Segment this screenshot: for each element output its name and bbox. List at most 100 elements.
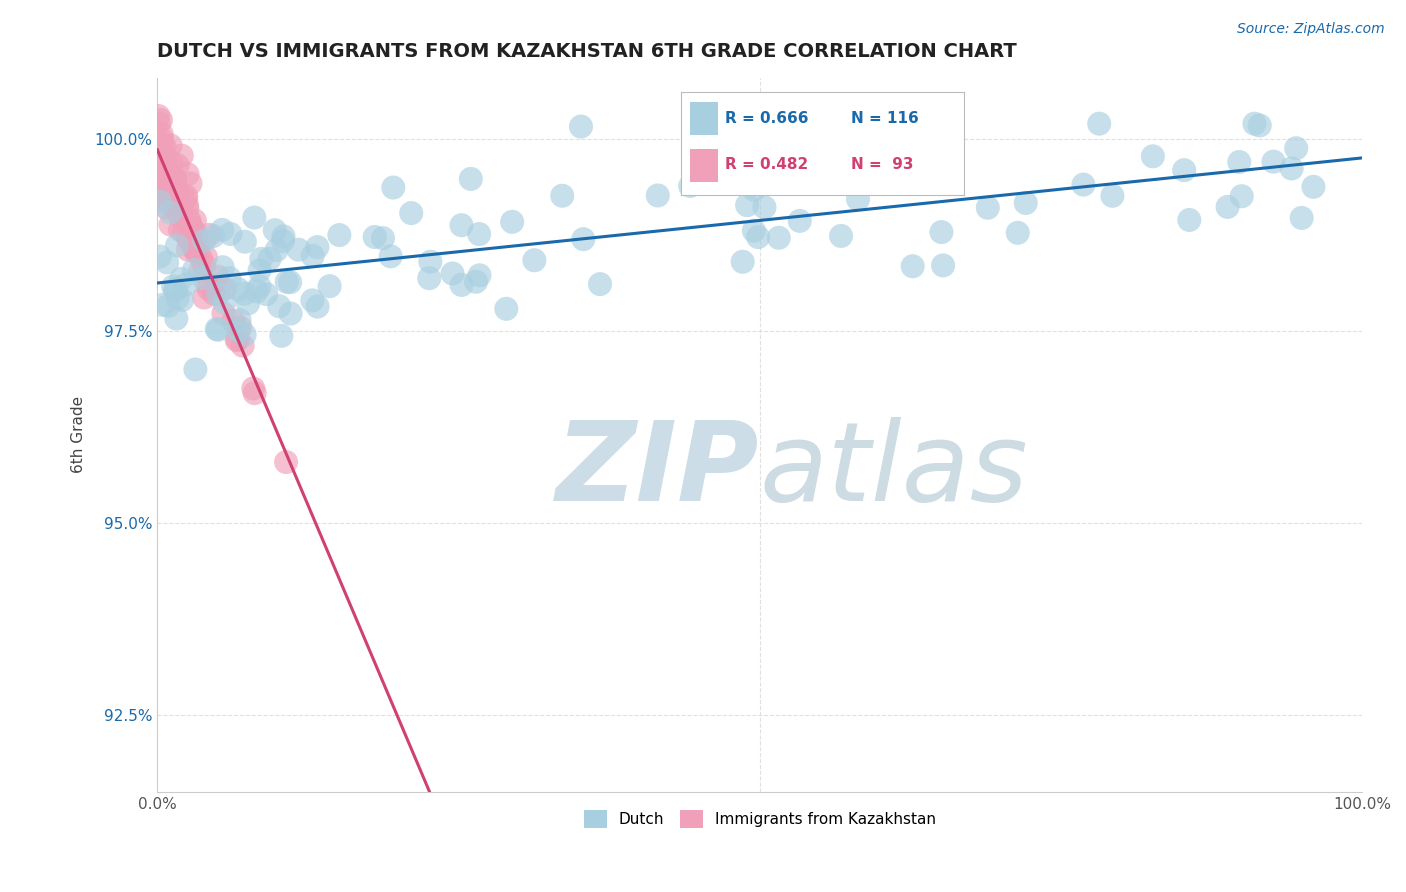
Point xyxy=(523,253,546,268)
Point xyxy=(184,362,207,376)
Point xyxy=(495,301,517,316)
Point xyxy=(569,120,592,134)
Point xyxy=(146,170,169,185)
Point xyxy=(170,204,193,219)
Point xyxy=(207,287,229,301)
Point xyxy=(191,271,214,285)
Point xyxy=(207,323,229,337)
Point xyxy=(647,188,669,202)
Point xyxy=(172,293,194,307)
Point xyxy=(153,150,176,164)
Point xyxy=(418,271,440,285)
Point xyxy=(747,230,769,244)
Point xyxy=(177,231,200,245)
Point xyxy=(1281,161,1303,176)
Point xyxy=(887,123,910,137)
Point xyxy=(166,183,188,197)
Point xyxy=(149,186,172,200)
Point xyxy=(204,278,226,293)
Point xyxy=(1230,189,1253,203)
Point xyxy=(211,223,233,237)
Point xyxy=(249,263,271,277)
Point xyxy=(263,223,285,237)
Point xyxy=(205,322,228,336)
Point xyxy=(207,269,229,284)
Point xyxy=(176,167,198,181)
Point xyxy=(179,177,201,191)
Point xyxy=(150,145,173,160)
Point xyxy=(754,200,776,214)
Point xyxy=(163,171,186,186)
Point xyxy=(157,299,180,313)
Point xyxy=(190,251,212,265)
Point xyxy=(225,333,247,347)
Point xyxy=(193,258,215,272)
Point xyxy=(150,137,173,152)
Point xyxy=(931,225,953,239)
Point xyxy=(180,221,202,235)
Point xyxy=(1227,155,1250,169)
Point xyxy=(170,272,193,286)
Point xyxy=(731,254,754,268)
Point xyxy=(1302,179,1324,194)
Point xyxy=(768,231,790,245)
Point xyxy=(259,252,281,266)
Legend: Dutch, Immigrants from Kazakhstan: Dutch, Immigrants from Kazakhstan xyxy=(578,804,942,834)
Point xyxy=(183,263,205,277)
Point xyxy=(173,225,195,239)
Point xyxy=(269,299,291,313)
Point xyxy=(1101,189,1123,203)
Point xyxy=(1015,196,1038,211)
Point xyxy=(371,231,394,245)
Point xyxy=(170,149,193,163)
Point xyxy=(148,175,170,189)
Point xyxy=(399,206,422,220)
Point xyxy=(159,138,181,153)
Point xyxy=(273,229,295,244)
Point xyxy=(1178,213,1201,227)
Point xyxy=(176,202,198,216)
Point xyxy=(572,232,595,246)
Point xyxy=(155,200,177,214)
Point xyxy=(174,189,197,203)
Point xyxy=(188,264,211,278)
Point xyxy=(1007,226,1029,240)
Point xyxy=(169,223,191,237)
Point xyxy=(156,194,179,208)
Text: Source: ZipAtlas.com: Source: ZipAtlas.com xyxy=(1237,22,1385,37)
Point xyxy=(153,166,176,180)
Point xyxy=(160,186,183,201)
Point xyxy=(229,320,252,334)
Point xyxy=(307,300,329,314)
Point xyxy=(165,178,187,193)
Point xyxy=(243,386,266,401)
Point xyxy=(1073,178,1095,192)
Point xyxy=(166,182,188,196)
Point xyxy=(181,235,204,249)
Point xyxy=(198,278,221,293)
Point xyxy=(419,254,441,268)
Point xyxy=(159,218,181,232)
Point xyxy=(165,311,187,326)
Point xyxy=(157,196,180,211)
Point xyxy=(159,167,181,181)
Point xyxy=(174,277,197,292)
Point xyxy=(735,198,758,212)
Point xyxy=(468,268,491,283)
Point xyxy=(830,228,852,243)
Point xyxy=(254,287,277,301)
Point xyxy=(153,169,176,183)
Point xyxy=(742,183,765,197)
Point xyxy=(193,234,215,248)
Point xyxy=(166,238,188,252)
Point xyxy=(846,192,869,206)
Point xyxy=(382,180,405,194)
Point xyxy=(768,154,790,169)
Point xyxy=(301,249,323,263)
Point xyxy=(1142,149,1164,163)
Point xyxy=(181,222,204,236)
Point xyxy=(1088,117,1111,131)
Point xyxy=(278,275,301,289)
Point xyxy=(157,169,180,184)
Point xyxy=(184,244,207,259)
